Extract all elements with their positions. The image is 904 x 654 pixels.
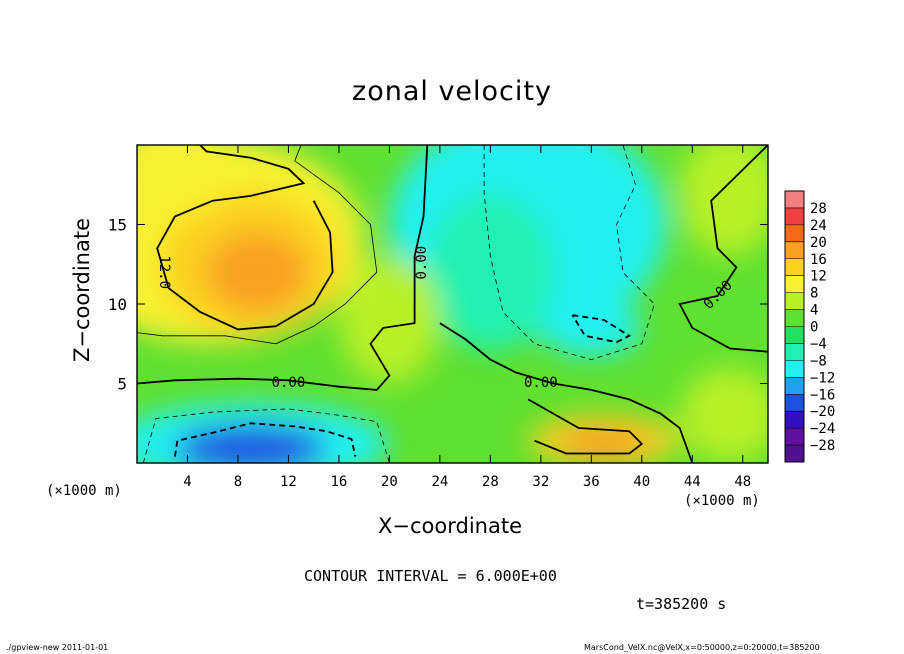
field-region	[559, 428, 649, 460]
x-tick-label: 12	[280, 474, 297, 490]
colorbar-label: 8	[810, 286, 818, 302]
colorbar-swatch	[785, 241, 804, 260]
colorbar-label: −8	[810, 353, 827, 369]
x-unit-right: (×1000 m)	[684, 493, 760, 509]
colorbar-label: −12	[810, 370, 835, 386]
x-tick-label: 36	[583, 474, 600, 490]
field-region	[137, 145, 238, 217]
contour-interval-note: CONTOUR INTERVAL = 6.000E+00	[304, 567, 557, 585]
colorbar-swatch	[785, 275, 804, 294]
colorbar-label: 12	[810, 269, 827, 285]
colorbar-label: 24	[810, 218, 827, 234]
contour-0-left	[137, 145, 429, 391]
x-tick-label: 48	[734, 474, 751, 490]
colorbar-label: 20	[810, 235, 827, 251]
colorbar-swatch	[785, 343, 804, 361]
colorbar-swatch	[785, 326, 804, 344]
x-axis-label: X−coordinate	[378, 514, 522, 538]
field-region	[174, 424, 327, 463]
x-tick-label: 8	[234, 474, 242, 490]
colorbar-swatch	[785, 309, 804, 327]
colorbar-swatch	[785, 191, 804, 209]
footer-source: MarsCond_VelX.nc@VelX,x=0:50000,z=0:2000…	[584, 643, 820, 652]
contour-neg12-upper	[571, 314, 632, 344]
colorbar-swatch	[785, 411, 804, 429]
field-region	[206, 232, 308, 312]
x-tick-label: 40	[633, 474, 650, 490]
contour-label: 0.00	[414, 246, 430, 280]
contour-label: 0.00	[272, 375, 306, 391]
y-axis: 5 10 15	[108, 216, 768, 394]
contour-6	[137, 145, 378, 345]
contour-label: 0.00	[524, 375, 558, 391]
contour-0-mid	[439, 322, 694, 463]
colorbar-swatch	[785, 292, 804, 311]
contour-lines	[137, 145, 768, 463]
colorbar-label: −4	[810, 336, 827, 352]
y-tick-label: 15	[108, 216, 127, 235]
colorbar-label: −24	[810, 421, 835, 437]
field-region	[427, 192, 554, 352]
colorbar-swatch	[785, 377, 804, 395]
x-unit-left: (×1000 m)	[46, 483, 122, 499]
x-tick-label: 20	[381, 474, 398, 490]
x-tick-label: 4	[183, 474, 191, 490]
y-tick-label: 5	[117, 375, 127, 394]
colorbar-swatch	[785, 428, 804, 446]
colorbar-swatch	[785, 258, 804, 277]
contour-label: 12.0	[156, 255, 172, 289]
contour-neg6	[483, 145, 655, 361]
colorbar-label: 28	[810, 201, 827, 217]
field-region	[679, 367, 768, 463]
heatmap-field	[137, 145, 768, 463]
footer-program: ./gpview-new 2011-01-01	[6, 643, 109, 652]
contour-0-right	[678, 145, 768, 353]
colorbar-swatch	[785, 394, 804, 412]
colorbar-label: −28	[810, 438, 835, 454]
colorbar-label: 4	[810, 303, 818, 319]
contour-12-lower	[527, 398, 644, 455]
field-region	[540, 299, 642, 357]
field-blobs	[137, 145, 768, 463]
x-tick-label: 44	[684, 474, 701, 490]
y-axis-label: Z−coordinate	[70, 218, 94, 362]
chart-title: zonal velocity	[352, 76, 552, 107]
x-tick-label: 32	[532, 474, 549, 490]
colorbar-label: −20	[810, 404, 835, 420]
x-axis: 4 8 12 16 20 24 28 32 36 40 44 48	[183, 145, 751, 490]
field-region	[679, 145, 768, 257]
colorbar-label: 16	[810, 252, 827, 268]
time-label: t=385200 s	[636, 595, 727, 613]
colorbar-label: −16	[810, 387, 835, 403]
colorbar-swatch	[785, 445, 804, 463]
contour-12	[156, 145, 334, 331]
contour-neg12-lower	[174, 422, 357, 457]
x-tick-label: 24	[431, 474, 448, 490]
x-tick-label: 28	[482, 474, 499, 490]
colorbar-swatch	[785, 207, 804, 226]
contour-neg6-lower	[142, 408, 390, 463]
colorbar-swatch	[785, 224, 804, 243]
colorbar-label: 0	[810, 320, 818, 336]
colorbar-swatch	[785, 360, 804, 378]
y-tick-label: 10	[108, 295, 127, 314]
x-tick-label: 16	[330, 474, 347, 490]
